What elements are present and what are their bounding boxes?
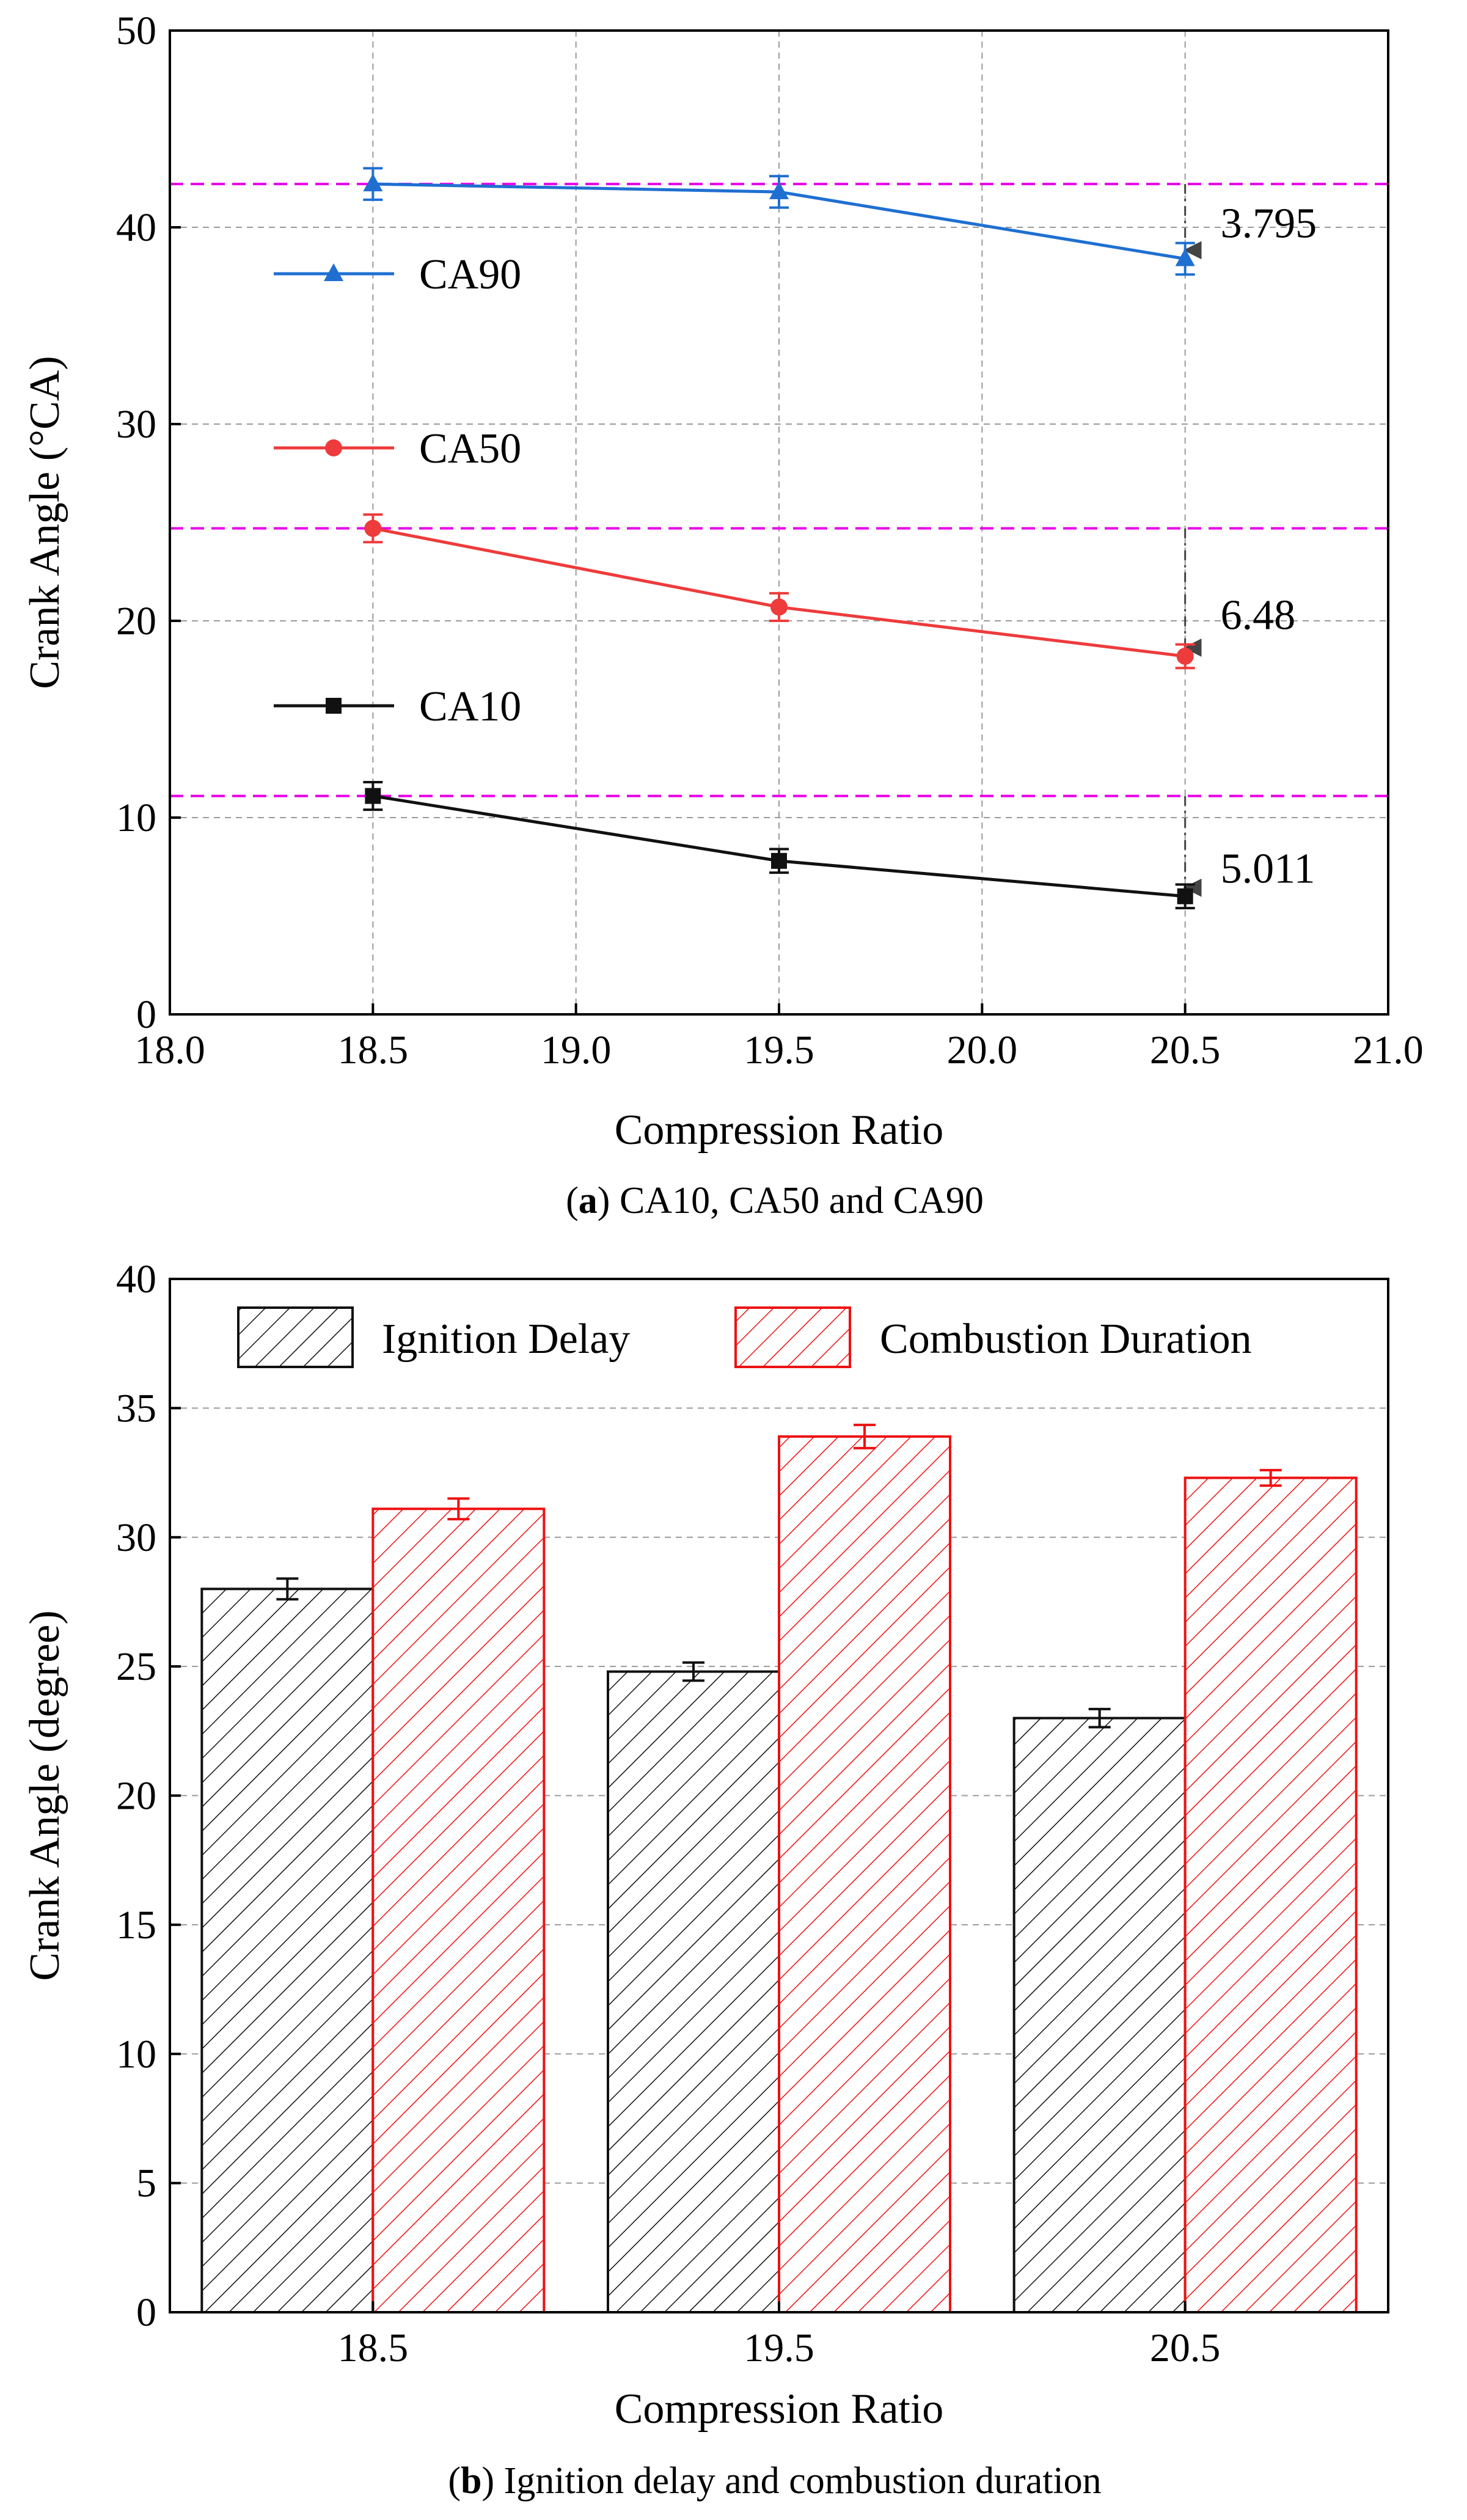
y-tick-label: 30 bbox=[116, 1515, 156, 1560]
axis-ticks: 0 5 10 15 20 25 30 35 40 18.5 19.5 20.5 bbox=[116, 1257, 1220, 2370]
bar bbox=[778, 1435, 951, 2313]
x-tick-label: 18.5 bbox=[338, 1028, 409, 1072]
bar bbox=[1012, 1716, 1187, 2314]
data-point bbox=[1177, 888, 1193, 904]
y-axis-label: Crank Angle (degree) bbox=[21, 1610, 68, 1980]
data-point bbox=[771, 852, 787, 869]
legend-label: Ignition Delay bbox=[382, 1316, 630, 1363]
difference-label: 3.795 bbox=[1221, 200, 1317, 247]
series-ca90 bbox=[363, 167, 1195, 276]
y-tick-label: 0 bbox=[136, 2290, 156, 2335]
bar bbox=[1183, 1476, 1358, 2314]
legend-item-ignition-delay: Ignition Delay bbox=[237, 1306, 630, 1368]
y-tick-label: 15 bbox=[116, 1903, 156, 1947]
legend-swatch bbox=[734, 1306, 851, 1368]
legend-item-combustion-duration: Combustion Duration bbox=[734, 1306, 1252, 1368]
series-ca50 bbox=[363, 513, 1195, 670]
x-axis-label: Compression Ratio bbox=[615, 2386, 944, 2433]
y-tick-label: 10 bbox=[116, 2032, 156, 2076]
y-tick-label: 20 bbox=[116, 599, 156, 643]
series-ca10 bbox=[363, 781, 1195, 910]
legend-swatch bbox=[237, 1306, 354, 1368]
y-tick-label: 30 bbox=[116, 402, 156, 447]
legend-item-ca10: CA10 bbox=[274, 683, 521, 730]
bar-group bbox=[1183, 1468, 1358, 2314]
x-tick-label: 20.0 bbox=[947, 1028, 1018, 1072]
data-point bbox=[363, 174, 383, 192]
y-tick-label: 0 bbox=[136, 992, 156, 1037]
y-tick-label: 25 bbox=[116, 1644, 156, 1689]
bar bbox=[607, 1670, 780, 2314]
data-point bbox=[770, 598, 788, 616]
legend-label: Combustion Duration bbox=[880, 1316, 1252, 1363]
bar-group bbox=[778, 1423, 951, 2313]
legend-marker bbox=[326, 698, 342, 714]
legend-item-ca50: CA50 bbox=[274, 425, 521, 472]
legend: CA90 CA50 CA10 bbox=[274, 251, 521, 730]
data-series bbox=[363, 167, 1195, 910]
x-tick-label: 20.5 bbox=[1150, 2326, 1221, 2370]
y-tick-label: 40 bbox=[116, 205, 156, 250]
x-tick-label: 19.5 bbox=[744, 2326, 814, 2370]
data-point bbox=[1175, 248, 1195, 266]
x-axis-label: Compression Ratio bbox=[615, 1107, 944, 1154]
x-tick-label: 18.5 bbox=[338, 2326, 409, 2370]
x-tick-label: 20.5 bbox=[1150, 1028, 1221, 1072]
legend-item-ca90: CA90 bbox=[274, 251, 521, 298]
bar-chart-panel: 0 5 10 15 20 25 30 35 40 18.5 19.5 20.5 Ignition De… bbox=[21, 1257, 1389, 2502]
y-tick-label: 35 bbox=[116, 1386, 156, 1430]
x-tick-label: 19.0 bbox=[541, 1028, 612, 1072]
y-tick-label: 20 bbox=[116, 1774, 156, 1819]
axis-ticks: 18.0 18.5 19.0 19.5 20.0 20.5 21.0 0 10 20 30 40 50 bbox=[116, 9, 1424, 1072]
caption-text: Ignition delay and combustion duration bbox=[494, 2460, 1102, 2502]
line-chart-panel: 3.795 6.48 5.011 18.0 18.5 19.0 19.5 20.0 20.5 2… bbox=[21, 9, 1424, 1222]
bar-group bbox=[200, 1577, 375, 2313]
bar-group bbox=[371, 1497, 546, 2313]
bar bbox=[371, 1507, 546, 2313]
legend-marker bbox=[324, 263, 343, 281]
caption-b: (b) Ignition delay and combustion durati… bbox=[448, 2460, 1101, 2502]
bars bbox=[200, 1423, 1358, 2314]
caption-label: b bbox=[461, 2460, 481, 2502]
legend: Ignition Delay Combustion Duration bbox=[237, 1306, 1252, 1368]
data-point bbox=[364, 519, 382, 537]
legend-label: CA10 bbox=[419, 683, 521, 730]
data-point bbox=[365, 788, 381, 804]
bar bbox=[200, 1588, 375, 2313]
y-tick-label: 40 bbox=[116, 1257, 156, 1302]
y-tick-label: 5 bbox=[136, 2161, 156, 2206]
y-tick-label: 50 bbox=[116, 9, 156, 53]
y-tick-label: 10 bbox=[116, 796, 156, 840]
data-point bbox=[769, 181, 789, 200]
legend-label: CA90 bbox=[419, 251, 521, 298]
data-point bbox=[1176, 647, 1194, 665]
x-tick-label: 21.0 bbox=[1353, 1028, 1424, 1072]
caption-text: CA10, CA50 and CA90 bbox=[610, 1180, 983, 1222]
x-tick-label: 18.0 bbox=[134, 1028, 205, 1072]
difference-label: 5.011 bbox=[1221, 846, 1315, 893]
bar-group bbox=[1012, 1707, 1187, 2314]
caption-a: (a) CA10, CA50 and CA90 bbox=[566, 1180, 984, 1222]
legend-label: CA50 bbox=[419, 425, 521, 472]
bar-group bbox=[607, 1661, 780, 2314]
legend-marker bbox=[325, 439, 342, 456]
x-tick-label: 19.5 bbox=[744, 1028, 814, 1072]
difference-label: 6.48 bbox=[1221, 592, 1295, 639]
caption-label: a bbox=[579, 1180, 598, 1222]
difference-arrows: 3.795 6.48 5.011 bbox=[1183, 184, 1317, 897]
y-axis-label: Crank Angle (°CA) bbox=[21, 356, 68, 689]
